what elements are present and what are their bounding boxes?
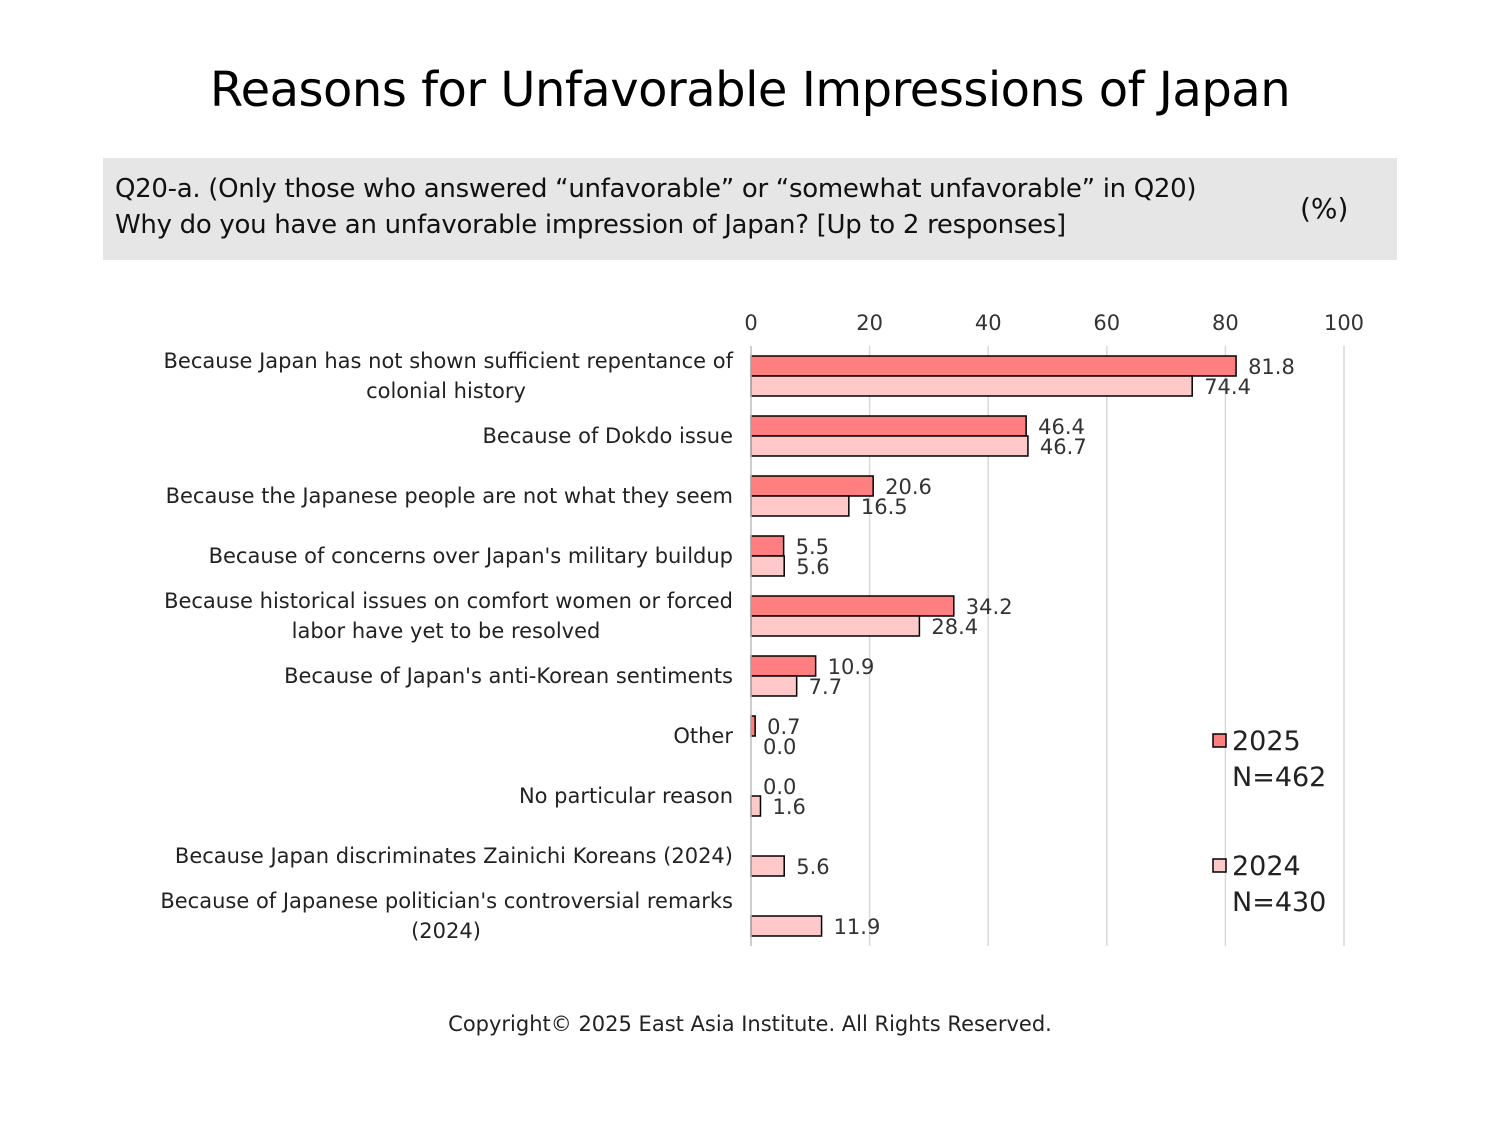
category-label: Because the Japanese people are not what… bbox=[166, 484, 733, 508]
x-tick-label: 20 bbox=[856, 311, 883, 335]
legend-2024-sample: N=430 bbox=[1232, 887, 1326, 918]
x-tick-label: 40 bbox=[975, 311, 1002, 335]
bar-2024 bbox=[750, 615, 921, 637]
unit-label: (%) bbox=[1300, 192, 1349, 225]
data-label-2024: 7.7 bbox=[809, 675, 842, 699]
data-label-2025: 0.7 bbox=[767, 715, 800, 739]
question-box: Q20-a. (Only those who answered “unfavor… bbox=[103, 158, 1397, 260]
bar-2025 bbox=[750, 535, 785, 557]
bar-2024 bbox=[750, 675, 798, 697]
question-line-2: Why do you have an unfavorable impressio… bbox=[115, 210, 1066, 240]
bar-2025 bbox=[750, 355, 1237, 377]
data-label-2025: 20.6 bbox=[885, 475, 932, 499]
data-label-2025: 0.0 bbox=[763, 775, 796, 799]
bar-2024 bbox=[750, 435, 1029, 457]
data-label-2025: 5.5 bbox=[796, 535, 829, 559]
data-label-2024: 11.9 bbox=[834, 915, 881, 939]
x-tick-label: 100 bbox=[1324, 311, 1364, 335]
data-label-2024: 16.5 bbox=[861, 495, 908, 519]
bar-2024 bbox=[750, 495, 850, 517]
data-label-2024: 5.6 bbox=[796, 855, 829, 879]
category-label: Other bbox=[673, 724, 733, 748]
legend-2025-swatch bbox=[1212, 733, 1227, 748]
question-line-1: Q20-a. (Only those who answered “unfavor… bbox=[115, 174, 1197, 204]
legend-2024-swatch bbox=[1212, 858, 1227, 873]
legend-2024-name: 2024 bbox=[1232, 851, 1301, 882]
bar-2024 bbox=[750, 795, 762, 817]
category-label: Because of Dokdo issue bbox=[483, 424, 733, 448]
category-label: Because historical issues on comfort wom… bbox=[164, 589, 733, 643]
legend-2025-name: 2025 bbox=[1232, 726, 1301, 757]
bar-2024 bbox=[750, 915, 823, 937]
bar-2025 bbox=[750, 475, 874, 497]
bar-2024 bbox=[750, 555, 785, 577]
data-label-2024: 74.4 bbox=[1204, 375, 1251, 399]
bar-2024 bbox=[750, 375, 1193, 397]
data-label-2024: 5.6 bbox=[796, 555, 829, 579]
category-label: Because of concerns over Japan's militar… bbox=[209, 544, 733, 568]
x-tick-label: 80 bbox=[1212, 311, 1239, 335]
category-label: Because Japan discriminates Zainichi Kor… bbox=[175, 844, 733, 868]
data-label-2025: 46.4 bbox=[1038, 415, 1085, 439]
legend-2025-sample: N=462 bbox=[1232, 762, 1326, 793]
category-label: Because of Japan's anti-Korean sentiment… bbox=[284, 664, 733, 688]
data-label-2024: 0.0 bbox=[763, 735, 796, 759]
category-label: No particular reason bbox=[519, 784, 733, 808]
bar-2025 bbox=[750, 655, 817, 677]
bar-2025 bbox=[750, 415, 1027, 437]
data-label-2025: 10.9 bbox=[828, 655, 875, 679]
data-label-2024: 1.6 bbox=[772, 795, 805, 819]
chart-title: Reasons for Unfavorable Impressions of J… bbox=[209, 62, 1291, 118]
data-label-2025: 81.8 bbox=[1248, 355, 1295, 379]
data-label-2024: 28.4 bbox=[931, 615, 978, 639]
data-label-2025: 34.2 bbox=[966, 595, 1013, 619]
x-tick-label: 0 bbox=[744, 311, 757, 335]
category-label: Because Japan has not shown sufficient r… bbox=[164, 349, 734, 403]
category-label: Because of Japanese politician's controv… bbox=[160, 889, 733, 943]
x-tick-label: 60 bbox=[1093, 311, 1120, 335]
bar-2025 bbox=[750, 595, 955, 617]
copyright-notice: Copyright© 2025 East Asia Institute. All… bbox=[448, 1012, 1052, 1036]
bar-2024 bbox=[750, 855, 785, 877]
data-label-2024: 46.7 bbox=[1040, 435, 1087, 459]
